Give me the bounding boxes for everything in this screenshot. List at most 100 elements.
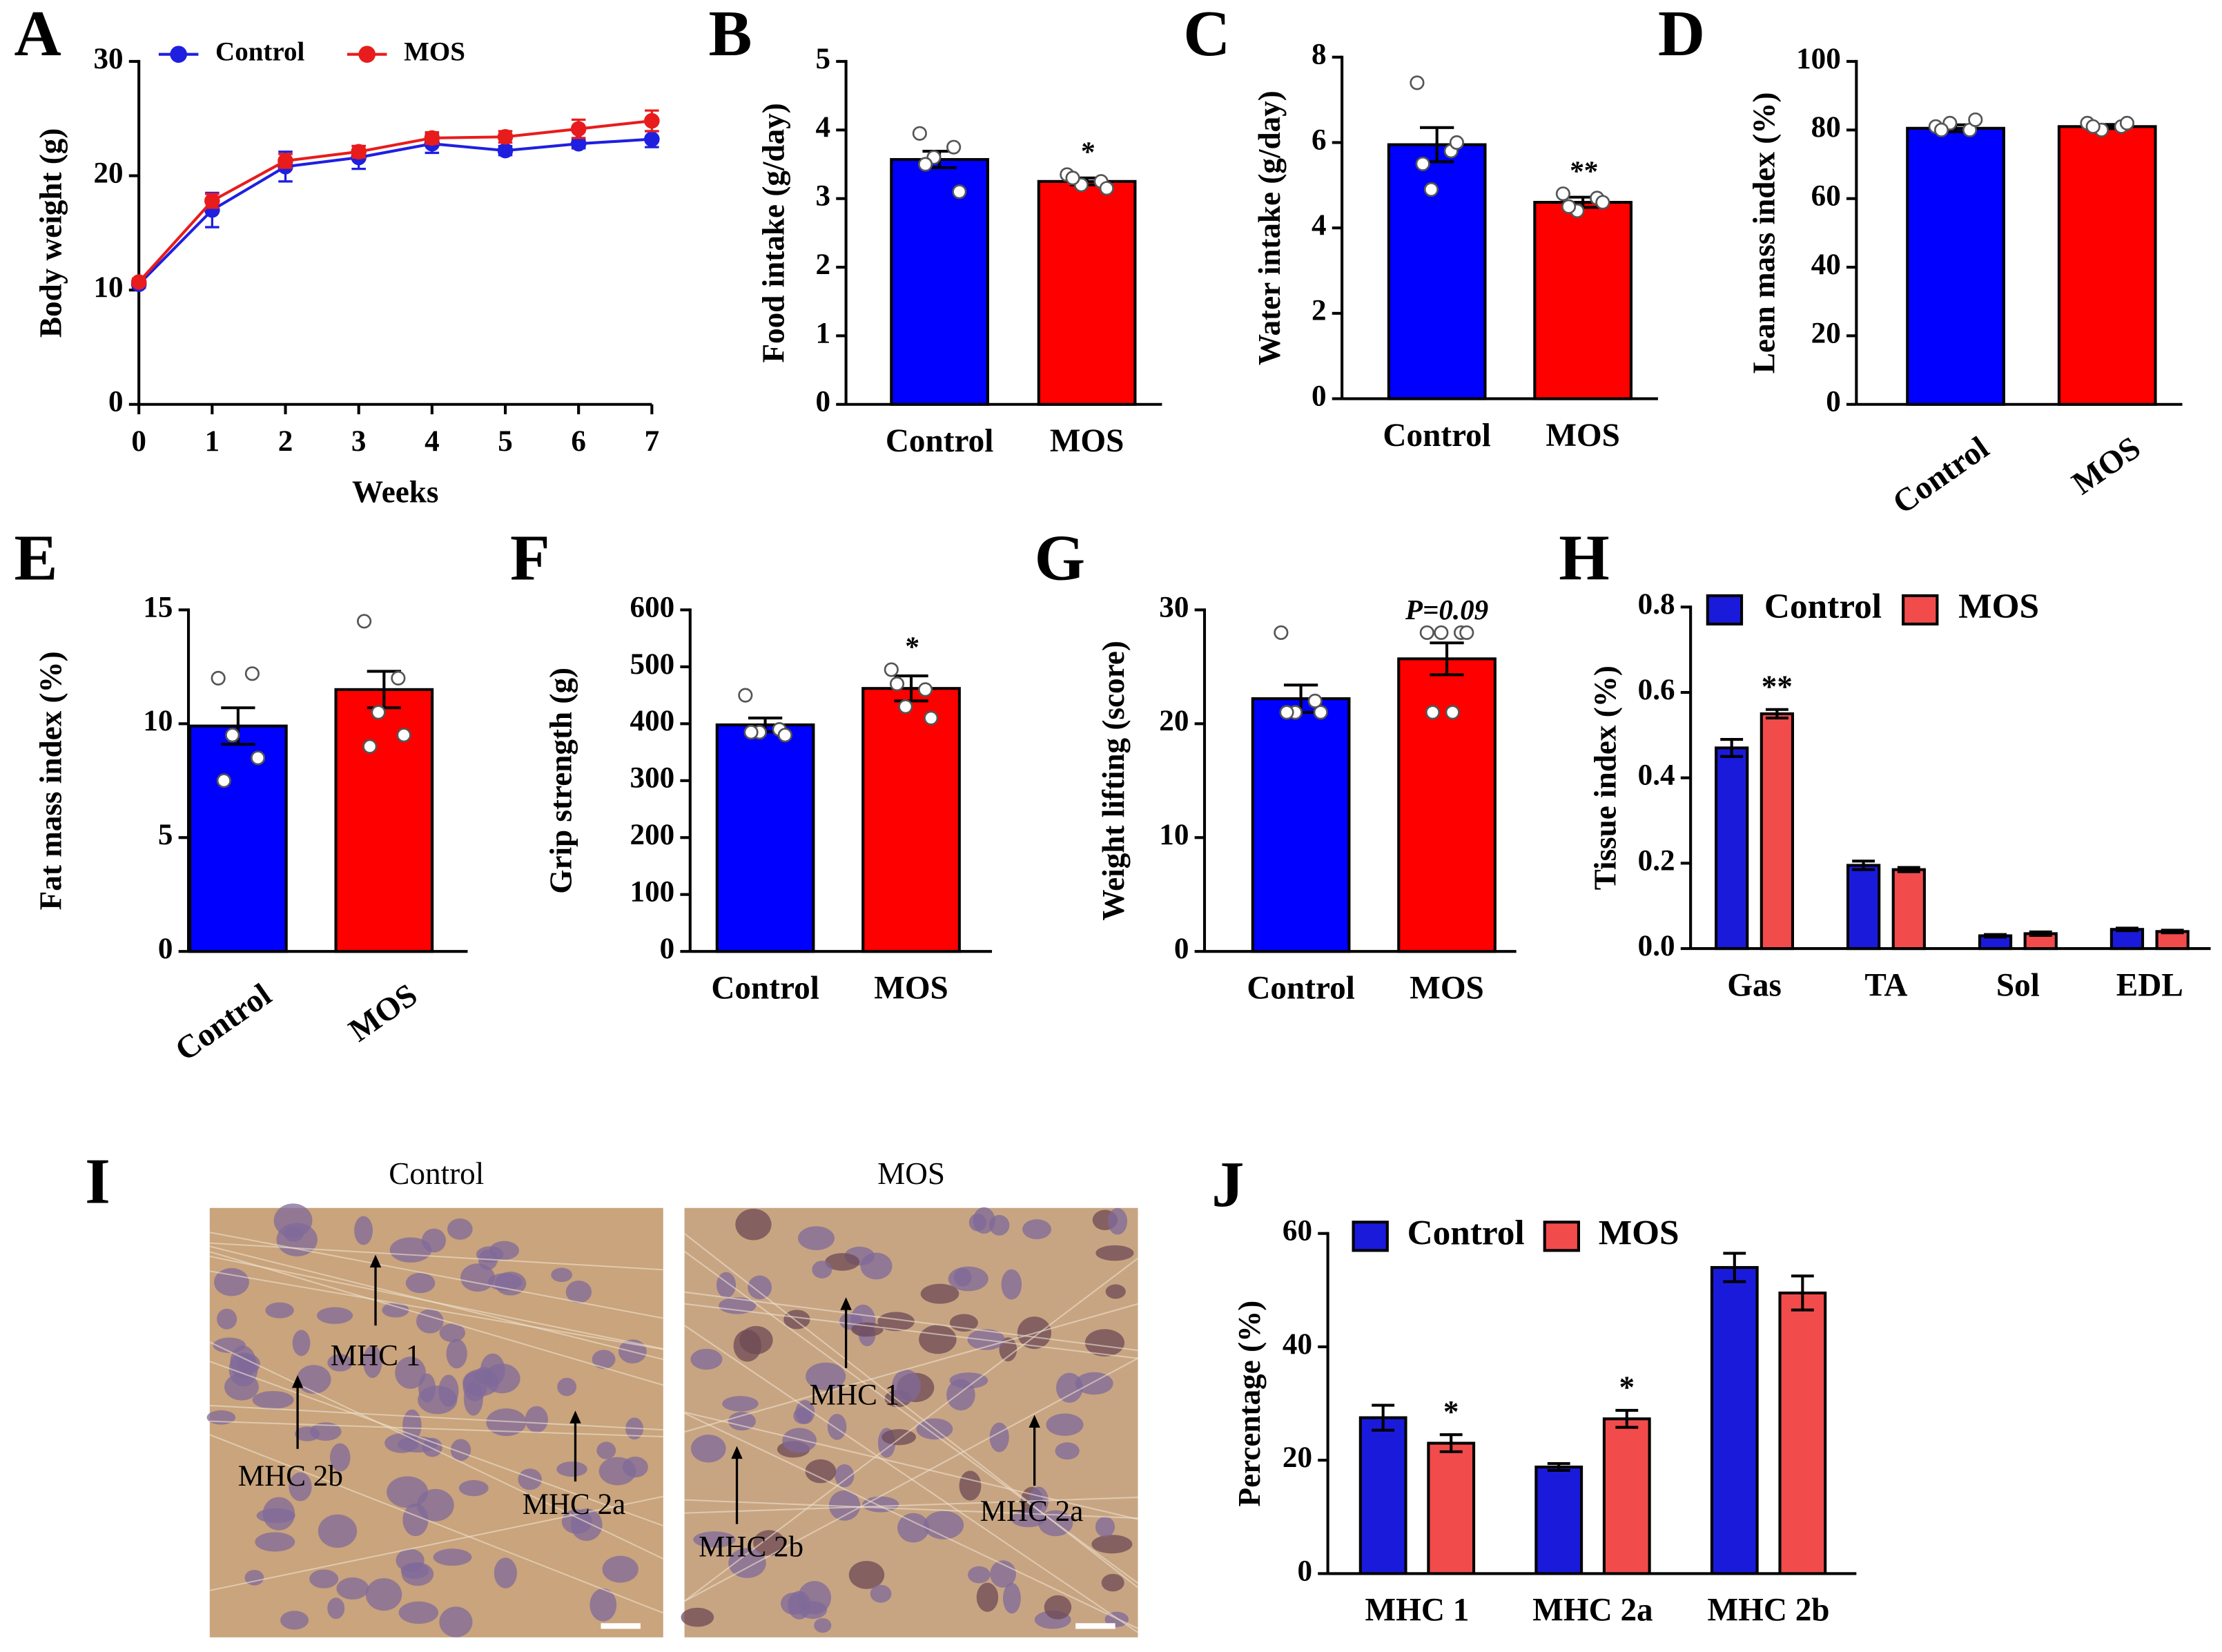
x-tick-label: MOS [1050, 423, 1124, 459]
y-tick-label: 1 [815, 317, 830, 349]
point [424, 130, 440, 146]
fiber [309, 1422, 342, 1441]
bar [861, 687, 961, 953]
x-tick-label: EDL [2116, 967, 2183, 1003]
fiber [681, 1607, 714, 1627]
x-tick-label: Sol [1996, 967, 2040, 1003]
data-point [889, 677, 905, 692]
data-point [1279, 705, 1294, 720]
y-tick-label: 6 [1312, 124, 1327, 156]
data-point [1313, 705, 1328, 720]
significance: P=0.09 [1405, 594, 1488, 625]
arrow-head [1029, 1415, 1040, 1428]
image-title: Control [389, 1156, 484, 1191]
data-point [917, 682, 933, 697]
x-axis-label: Weeks [352, 474, 438, 509]
legend-marker [358, 46, 376, 63]
data-point [1419, 625, 1434, 640]
data-point [898, 699, 913, 715]
x-tick-label: 4 [425, 425, 440, 458]
fiber-border [684, 1357, 1138, 1602]
data-point [2085, 119, 2101, 134]
data-point [1307, 693, 1323, 708]
bar [1533, 201, 1633, 400]
fiber [976, 1582, 999, 1612]
y-tick-label: 200 [630, 819, 675, 851]
image-label: MHC 1 [331, 1339, 421, 1372]
fiber [387, 1476, 429, 1508]
x-tick-label: 6 [571, 425, 586, 458]
x-tick-label: Control [1887, 430, 1996, 521]
legend-swatch [1706, 594, 1744, 626]
data-point [1099, 181, 1114, 196]
y-tick-label: 30 [1159, 591, 1189, 623]
data-point [1445, 705, 1460, 720]
fiber [693, 1531, 736, 1548]
point [204, 193, 220, 209]
data-point [244, 666, 260, 681]
fiber-border [683, 1257, 1139, 1602]
fiber [748, 1275, 772, 1300]
fiber [458, 1479, 489, 1497]
fiber [968, 1566, 991, 1584]
significance: * [1080, 136, 1094, 168]
y-tick-label: 40 [1811, 249, 1841, 281]
fiber [735, 1208, 772, 1241]
y-tick-label: 20 [1159, 705, 1189, 737]
fiber [1002, 1582, 1021, 1614]
fiber [329, 1443, 351, 1472]
data-point [1561, 199, 1577, 214]
fiber-border [209, 1242, 663, 1271]
fiber [217, 1308, 237, 1330]
legend-label: Control [1764, 587, 1882, 626]
arrow-head [369, 1254, 382, 1267]
fiber [480, 1353, 505, 1387]
y-tick-label: 2 [1312, 295, 1327, 327]
fiber [395, 1357, 426, 1389]
data-point [924, 710, 939, 726]
y-tick-label: 500 [630, 648, 675, 681]
fiber [557, 1377, 577, 1397]
panel-letter: I [85, 1146, 110, 1218]
y-axis-label: Grip strength (g) [543, 668, 578, 894]
data-point [917, 157, 933, 172]
bar [1778, 1291, 1827, 1575]
fiber [716, 1272, 737, 1299]
fiber [1084, 1329, 1125, 1357]
fiber [827, 1413, 847, 1440]
fiber [398, 1601, 439, 1624]
image-label: MHC 1 [810, 1379, 900, 1412]
fiber [405, 1272, 436, 1294]
x-tick-label: 5 [498, 425, 513, 458]
bar [1387, 143, 1487, 400]
y-tick-label: 10 [143, 705, 173, 737]
x-tick-label: 0 [131, 425, 146, 458]
x-tick-label: MOS [342, 977, 424, 1049]
bar [1846, 864, 1881, 951]
data-point [912, 126, 927, 141]
data-point [1065, 171, 1080, 186]
x-tick-label: MOS [874, 970, 948, 1006]
fiber-border [209, 1495, 663, 1591]
data-point [251, 750, 266, 766]
panel-letter: F [510, 522, 550, 594]
y-tick-label: 20 [1811, 317, 1841, 349]
x-tick-label: MOS [1546, 418, 1620, 454]
panel-letter: E [14, 522, 58, 594]
fiber [1022, 1219, 1052, 1240]
y-tick-label: 0.2 [1638, 844, 1675, 877]
fiber [924, 1510, 964, 1539]
fiber [418, 1386, 458, 1415]
bar [1358, 1416, 1407, 1575]
legend-swatch [1352, 1221, 1389, 1252]
fiber-border [684, 1411, 1138, 1520]
y-tick-label: 0 [1297, 1555, 1312, 1587]
fiber [622, 1457, 648, 1478]
fiber-border [209, 1404, 663, 1431]
x-tick-label: 7 [645, 425, 660, 458]
significance: ** [1762, 669, 1793, 703]
fiber [728, 1548, 766, 1578]
fiber [953, 1267, 972, 1287]
point [644, 131, 660, 147]
fiber-border [209, 1341, 664, 1559]
